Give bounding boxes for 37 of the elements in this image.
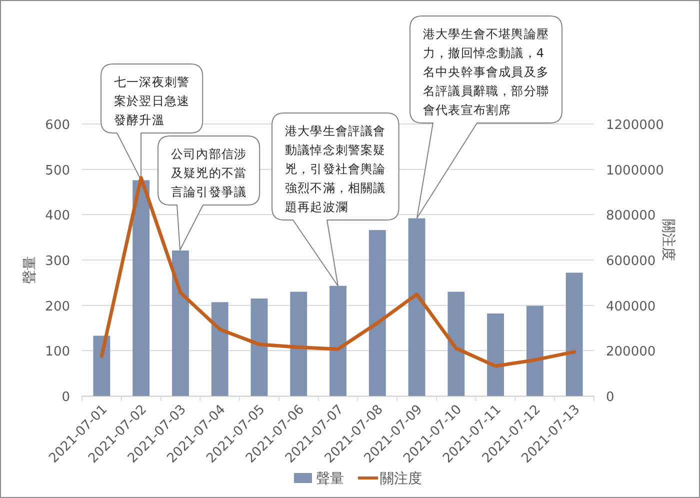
y-tick-label: 300 [45, 254, 70, 269]
y-tick-label: 400 [45, 208, 70, 224]
y2-tick-label: 1200000 [606, 118, 664, 133]
legend-label: 關注度 [380, 471, 422, 487]
y2-tick-label: 200000 [606, 344, 656, 360]
bar [368, 230, 386, 396]
bar [448, 292, 465, 396]
callout: 港大學生會不堪輿論壓力，撤回悼念動議，4名中央幹事會成員及多名評議員辭職，部分聯會代表宣布割席 [410, 16, 562, 218]
bar [290, 292, 308, 396]
bar [487, 313, 504, 396]
legend-label: 聲量 [316, 471, 344, 487]
bar [250, 298, 268, 396]
bar [211, 302, 228, 396]
y2-axis-title: 關注度 [660, 219, 676, 261]
callout: 公司內部信涉及疑兇的不當言論引發爭議 [158, 136, 260, 250]
bar [566, 272, 583, 396]
bar [93, 336, 110, 396]
y-tick-label: 500 [45, 163, 70, 178]
bar [330, 286, 346, 396]
y2-tick-label: 800000 [606, 208, 656, 224]
y-axis-title: 聲量 [22, 256, 38, 284]
annotation: 七一深夜刺警案於翌日急速發酵升溫 [114, 75, 190, 127]
y2-tick-label: 600000 [606, 254, 656, 269]
y-tick-label: 200 [45, 299, 70, 314]
annotation: 公司內部信涉及疑兇的不當言論引發爭議 [171, 147, 247, 199]
y-tick-label: 0 [62, 390, 70, 405]
annotation: 港大學生會評議會動議悼念刺警案疑兇，引發社會輿論強烈不滿，相關議題再起波瀾 [285, 124, 386, 214]
bar [172, 250, 189, 396]
y-tick-label: 600 [45, 118, 70, 133]
y2-tick-label: 400000 [606, 299, 656, 314]
bar [526, 306, 544, 396]
y2-tick-label: 0 [606, 390, 614, 405]
bar [408, 218, 426, 396]
y-tick-label: 100 [45, 344, 70, 360]
bar [132, 180, 150, 396]
callout: 港大學生會評議會動議悼念刺警案疑兇，引發社會輿論強烈不滿，相關議題再起波瀾 [272, 112, 400, 286]
y2-tick-label: 1000000 [606, 163, 664, 178]
